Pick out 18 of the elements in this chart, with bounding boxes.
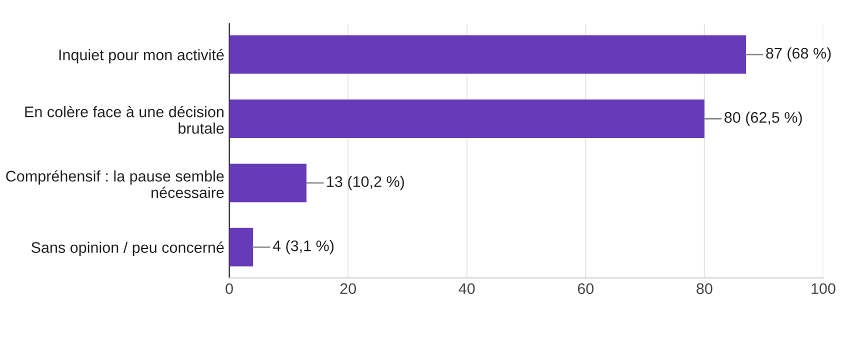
data-label: 13 (10,2 %) xyxy=(327,176,404,190)
bar xyxy=(229,35,746,74)
bar xyxy=(229,99,704,138)
x-tick-label: 20 xyxy=(340,283,356,294)
data-label: 4 (3,1 %) xyxy=(272,240,334,254)
x-tick-label: 40 xyxy=(458,283,475,294)
bar xyxy=(229,228,254,266)
y-tick-label: Compréhensif : la pause semble nécessaire xyxy=(6,170,224,198)
bar xyxy=(229,164,306,202)
y-tick-label: Inquiet pour mon activité xyxy=(59,48,224,64)
x-tick-label: 0 xyxy=(226,283,233,294)
x-tick-label: 80 xyxy=(696,283,712,294)
y-tick-label: Sans opinion / peu concerné xyxy=(31,242,224,256)
x-tick-label: 100 xyxy=(812,283,836,294)
data-label: 80 (62,5 %) xyxy=(724,112,802,126)
data-label: 87 (68 %) xyxy=(766,47,831,62)
x-tick-label: 60 xyxy=(578,283,594,294)
y-tick-label: En colère face à une décision brutale xyxy=(25,106,224,134)
